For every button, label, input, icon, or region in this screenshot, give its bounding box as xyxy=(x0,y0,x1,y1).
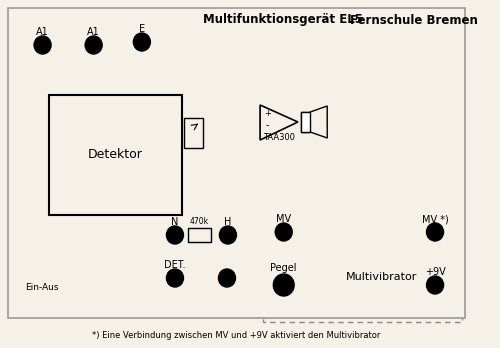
Polygon shape xyxy=(310,106,327,138)
Text: A1: A1 xyxy=(36,27,49,37)
Circle shape xyxy=(134,33,150,51)
Text: Detektor: Detektor xyxy=(88,149,143,161)
Text: TAA300: TAA300 xyxy=(263,133,295,142)
Bar xyxy=(8,8,466,318)
Circle shape xyxy=(34,36,51,54)
Text: Ein-Aus: Ein-Aus xyxy=(25,284,58,293)
Text: MV *): MV *) xyxy=(422,214,448,224)
Text: Multivibrator: Multivibrator xyxy=(346,272,417,282)
Circle shape xyxy=(274,274,294,296)
Circle shape xyxy=(85,36,102,54)
Circle shape xyxy=(275,223,292,241)
Text: A1: A1 xyxy=(88,27,100,37)
Circle shape xyxy=(220,226,236,244)
Text: *) Eine Verbindung zwischen MV und +9V aktiviert den Multivibrator: *) Eine Verbindung zwischen MV und +9V a… xyxy=(92,331,380,340)
Bar xyxy=(188,228,211,242)
Bar xyxy=(49,95,182,215)
Bar xyxy=(300,112,310,132)
Text: -: - xyxy=(266,120,270,130)
Text: Multifunktionsgerät EL5: Multifunktionsgerät EL5 xyxy=(204,14,364,26)
Circle shape xyxy=(166,226,184,244)
Circle shape xyxy=(426,223,444,241)
Text: DET.: DET. xyxy=(164,260,186,270)
Text: H: H xyxy=(224,217,232,227)
Text: E: E xyxy=(139,24,145,34)
Bar xyxy=(184,118,204,148)
Text: Pegel: Pegel xyxy=(270,263,297,273)
Text: Fernschule Bremen: Fernschule Bremen xyxy=(350,14,478,26)
Bar xyxy=(300,112,310,132)
Bar xyxy=(263,212,462,322)
Text: MV: MV xyxy=(276,214,291,224)
Circle shape xyxy=(426,276,444,294)
Circle shape xyxy=(218,269,236,287)
Text: +: + xyxy=(264,109,271,118)
Circle shape xyxy=(166,269,184,287)
Text: 470k: 470k xyxy=(190,218,209,227)
Text: +9V: +9V xyxy=(424,267,446,277)
Text: N: N xyxy=(172,217,178,227)
